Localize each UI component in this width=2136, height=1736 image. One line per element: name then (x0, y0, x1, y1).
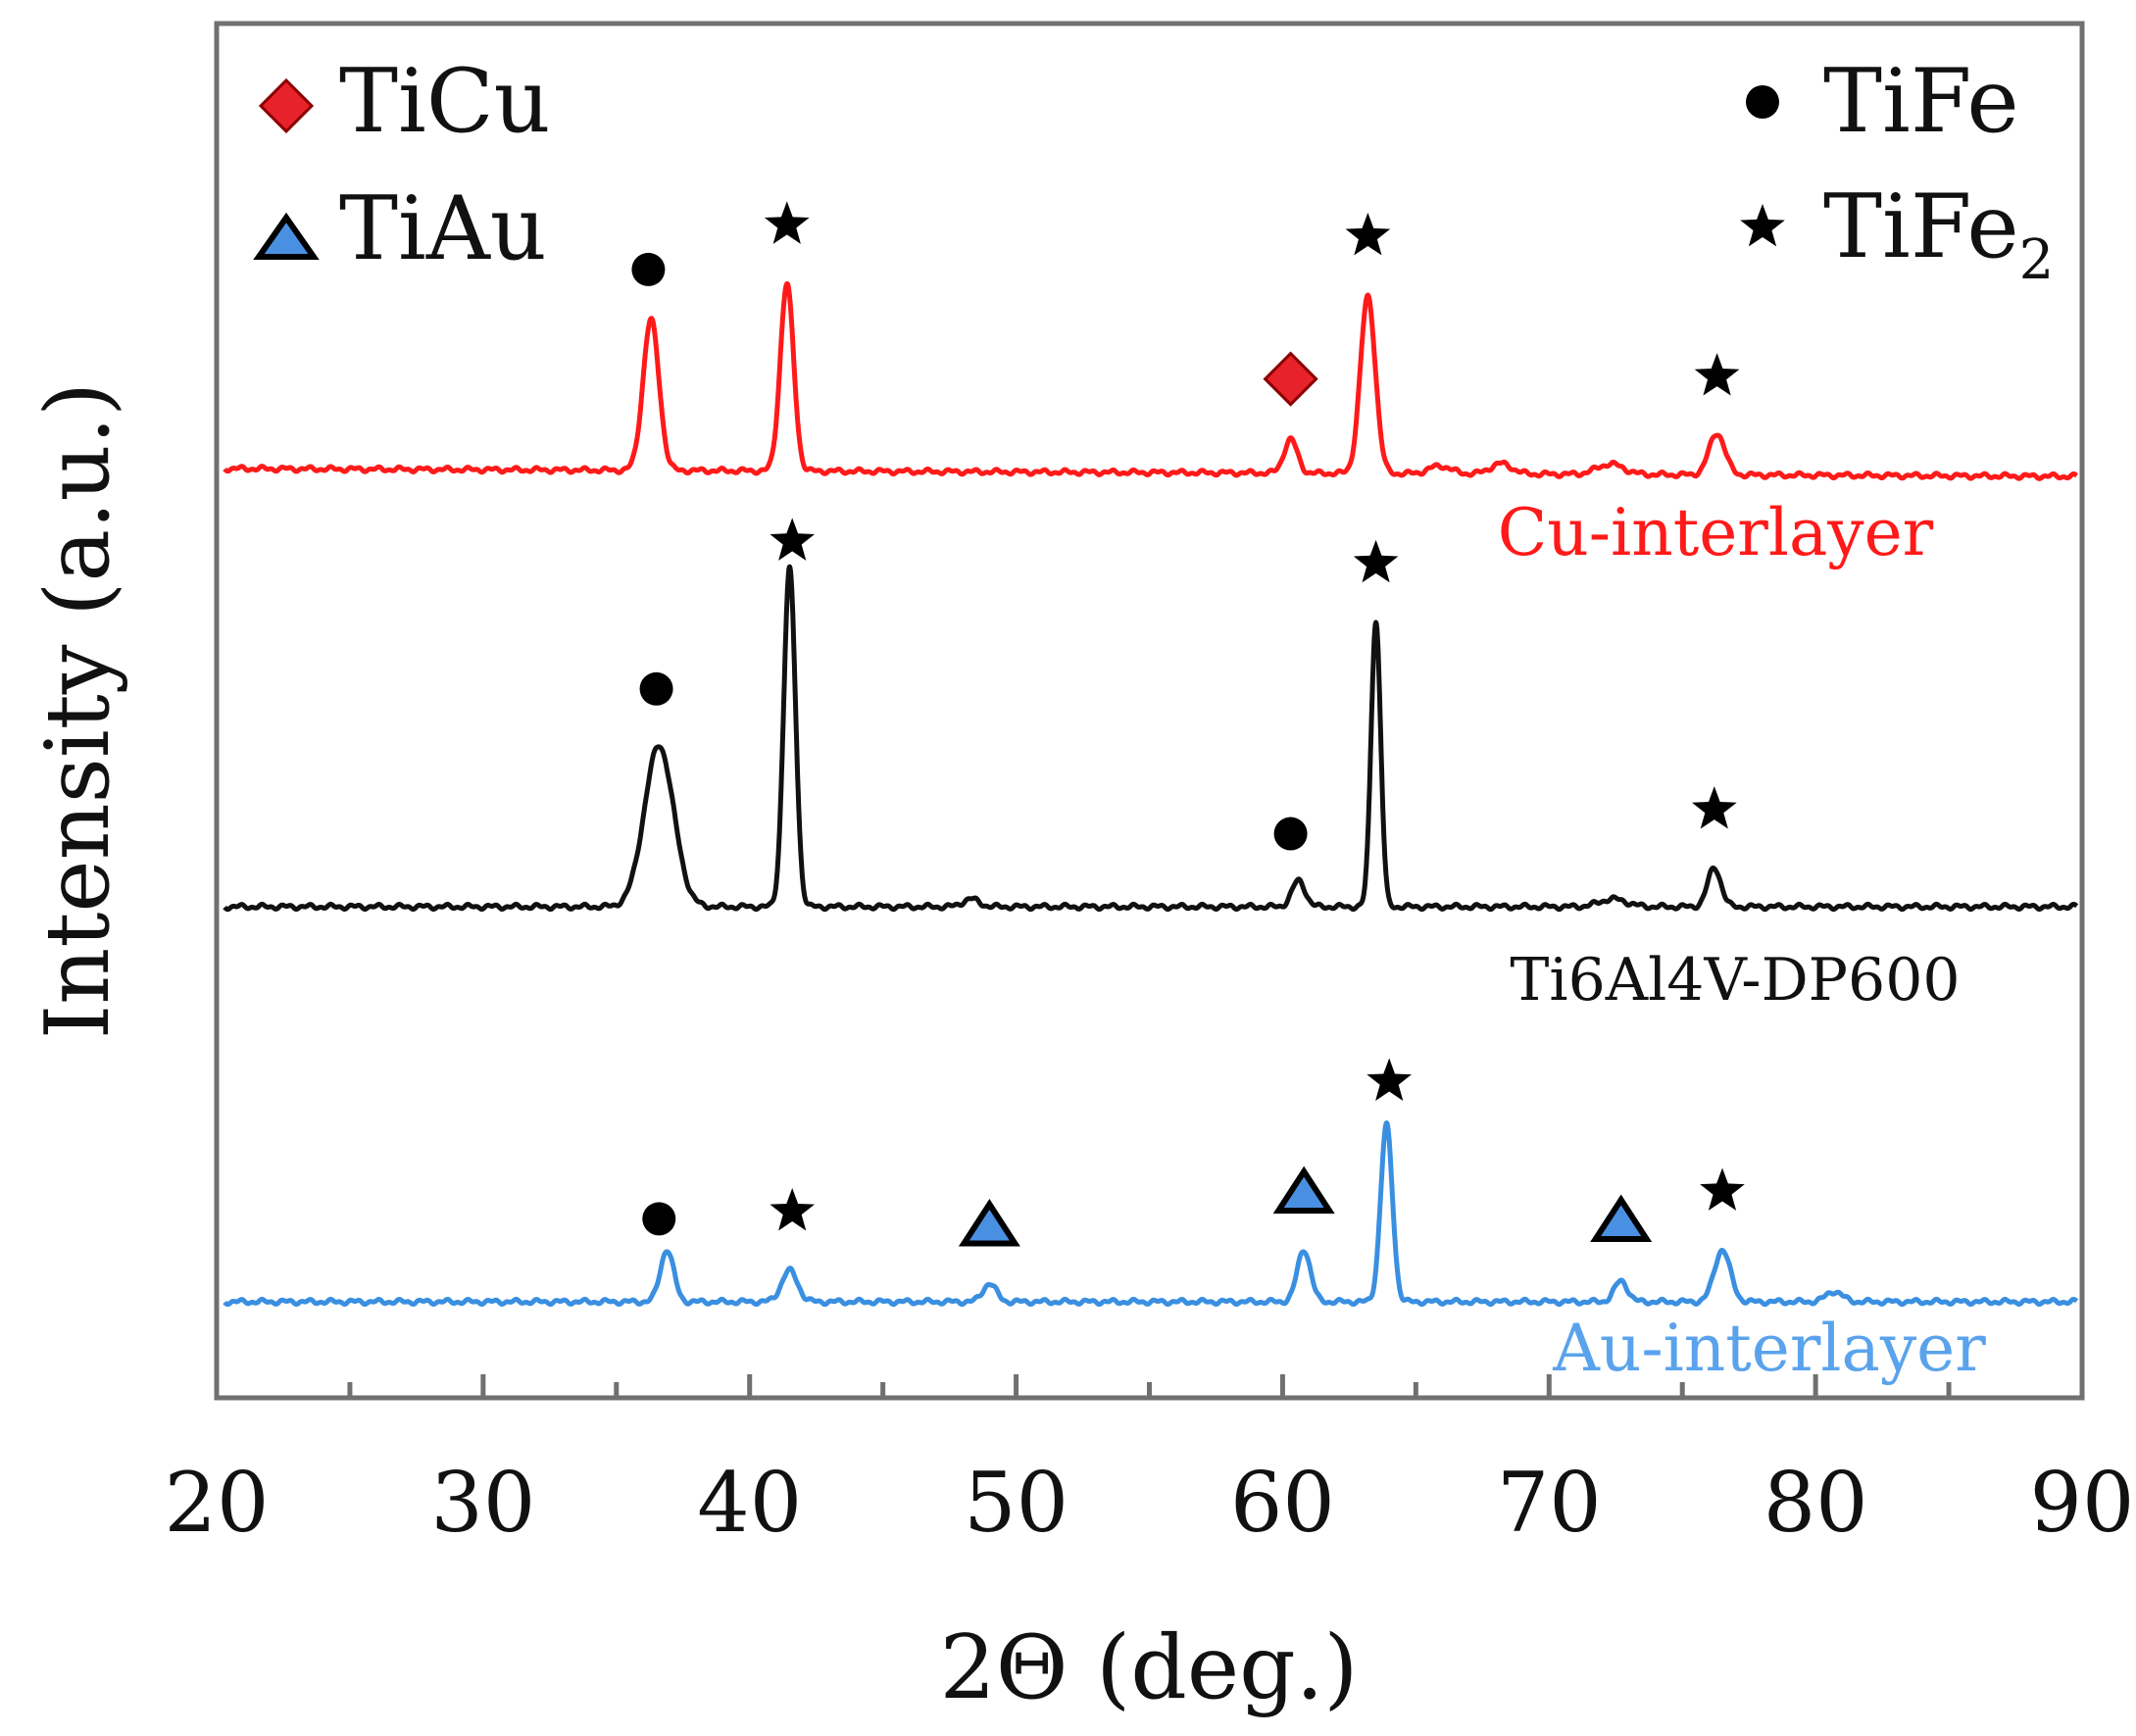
ticu-peak-marker (1263, 351, 1318, 407)
series-line-cu-interlayer (223, 280, 2079, 481)
x-tick-label: 90 (2030, 1455, 2135, 1551)
tife2-peak-marker (1694, 353, 1740, 396)
tife-peak-marker (631, 252, 666, 286)
legend-label-tife2-subscript: 2 (2019, 228, 2055, 292)
x-tick-label: 70 (1497, 1455, 1602, 1551)
legend-label-tife2: TiFe2 (1823, 175, 2054, 292)
tife2-peak-marker (1700, 1167, 1745, 1211)
legend-label-tife: TiFe (1823, 50, 2019, 153)
legend-entry-tife2: TiFe2 (1740, 175, 2054, 292)
tiau-peak-marker (958, 1199, 1020, 1247)
x-tick-label: 80 (1763, 1455, 1868, 1551)
legend-label-tiau: TiAu (339, 177, 547, 280)
x-axis-title: 2Θ (deg.) (940, 1616, 1359, 1719)
triangle-icon (253, 212, 320, 260)
x-tick-label: 30 (430, 1455, 535, 1551)
x-tick-label: 20 (165, 1455, 270, 1551)
legend-label-tife2-main: TiFe (1823, 175, 2019, 278)
y-axis-title: Intensity (a.u.) (26, 382, 129, 1040)
tife2-peak-marker (770, 518, 815, 561)
circle-icon (1746, 85, 1779, 119)
tife2-peak-marker (1345, 213, 1391, 256)
legend-entry-ticu: TiCu (258, 50, 551, 153)
series-label-cu-interlayer: Cu-interlayer (1498, 495, 1934, 570)
x-axis: 20 30 40 50 60 70 80 90 (165, 1374, 2135, 1551)
tife-peak-marker (639, 671, 673, 706)
legend-entry-tife: TiFe (1746, 50, 2019, 153)
tife2-peak-marker (1353, 539, 1399, 583)
tiau-peak-marker (1272, 1166, 1335, 1215)
tiau-peak-marker (1590, 1194, 1653, 1243)
series-line-ti6al4v-dp600 (223, 564, 2079, 913)
tife2-peak-marker (1692, 786, 1737, 829)
peak-markers (631, 201, 1745, 1247)
x-tick-label: 50 (964, 1455, 1068, 1551)
legend-entry-tiau: TiAu (253, 177, 547, 280)
diamond-icon (258, 77, 315, 134)
tife-peak-marker (1273, 817, 1308, 851)
series-layer (223, 280, 2079, 1308)
series-label-au-interlayer: Au-interlayer (1552, 1311, 1986, 1386)
series-line-au-interlayer (223, 1120, 2079, 1308)
series-label-ti6al4v-dp600: Ti6Al4V-DP600 (1510, 946, 1960, 1015)
star-icon (1740, 204, 1785, 247)
tife-peak-marker (642, 1202, 676, 1236)
tife2-peak-marker (764, 201, 810, 244)
legend: TiCu TiAu TiFe TiFe2 (253, 50, 2054, 292)
legend-label-ticu: TiCu (339, 50, 551, 153)
x-tick-label: 40 (697, 1455, 802, 1551)
x-tick-label: 60 (1230, 1455, 1335, 1551)
tife2-peak-marker (1366, 1058, 1412, 1101)
tife2-peak-marker (770, 1188, 815, 1231)
